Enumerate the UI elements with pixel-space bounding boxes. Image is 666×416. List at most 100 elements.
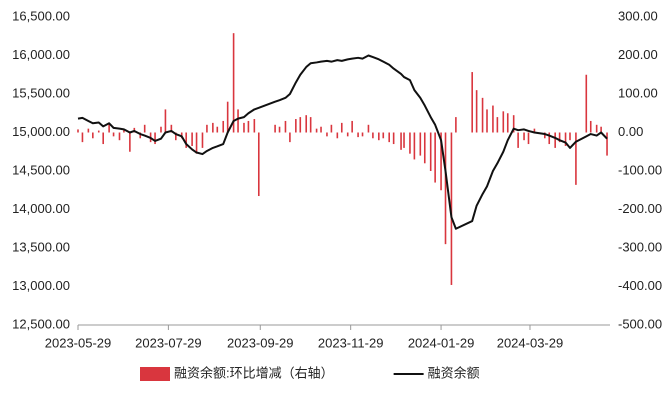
bar xyxy=(423,132,426,164)
bar xyxy=(548,132,551,145)
bar xyxy=(455,117,457,133)
y-tick-label: 13,000.00 xyxy=(12,278,70,293)
bar xyxy=(471,72,473,133)
bar xyxy=(143,124,146,133)
bar xyxy=(554,132,556,148)
bar xyxy=(492,105,494,133)
bar xyxy=(527,132,530,145)
bar xyxy=(413,132,416,160)
bar xyxy=(346,132,349,137)
y-tick-label: 16,000.00 xyxy=(12,47,70,62)
bar xyxy=(336,132,339,139)
bar xyxy=(533,128,536,133)
bar xyxy=(378,132,380,141)
bar xyxy=(475,90,478,133)
bar xyxy=(284,120,287,133)
bar xyxy=(351,120,353,133)
y2-tick-label: 300.00 xyxy=(618,8,658,23)
y2-tick-label: 100.00 xyxy=(618,85,658,100)
bar xyxy=(388,132,390,143)
x-tick-label: 2023-05-29 xyxy=(45,335,112,350)
bar xyxy=(434,132,436,183)
y2-tick-label: 0.00 xyxy=(618,124,643,139)
bar xyxy=(419,132,422,156)
bar xyxy=(320,126,322,133)
bar xyxy=(481,97,484,133)
bar xyxy=(257,132,260,197)
bar xyxy=(226,101,229,133)
bar xyxy=(340,122,343,133)
bar xyxy=(589,120,592,133)
bar xyxy=(309,117,312,133)
bar xyxy=(506,113,509,133)
bar xyxy=(81,132,84,143)
legend-label: 融资余额 xyxy=(428,365,480,380)
bar xyxy=(191,132,193,146)
bar xyxy=(392,132,395,145)
bar xyxy=(278,126,281,133)
bar xyxy=(523,132,525,141)
y2-tick-label: -500.00 xyxy=(618,316,662,331)
bar xyxy=(575,132,577,185)
bar xyxy=(123,129,125,133)
bar xyxy=(382,132,385,139)
bar xyxy=(357,132,359,138)
bar xyxy=(112,132,115,137)
bar xyxy=(440,132,442,191)
bar xyxy=(243,122,245,133)
bar xyxy=(216,126,219,133)
bar xyxy=(164,109,167,133)
bar xyxy=(361,132,364,137)
bar xyxy=(496,117,499,133)
bar xyxy=(305,115,308,133)
bar xyxy=(543,132,546,139)
bar xyxy=(367,124,370,133)
y-tick-label: 14,500.00 xyxy=(12,162,70,177)
bar xyxy=(315,128,318,133)
bar xyxy=(102,132,104,145)
x-tick-label: 2023-09-29 xyxy=(227,335,294,350)
bar xyxy=(409,132,411,154)
bar xyxy=(201,132,204,148)
bar xyxy=(330,124,333,133)
x-tick-label: 2023-11-29 xyxy=(318,335,384,350)
bar xyxy=(92,132,94,139)
y2-tick-label: 200.00 xyxy=(618,47,658,62)
bar xyxy=(253,119,256,133)
bar xyxy=(595,124,598,133)
bar xyxy=(512,115,515,133)
bar xyxy=(502,111,505,133)
bar xyxy=(237,109,239,133)
x-tick-label: 2024-03-29 xyxy=(497,335,564,350)
bar xyxy=(600,126,602,133)
bar xyxy=(564,132,567,146)
bar xyxy=(606,132,608,156)
y2-tick-label: -400.00 xyxy=(618,278,662,293)
bar xyxy=(206,124,208,133)
bar xyxy=(289,132,291,143)
bar xyxy=(486,109,488,133)
y-tick-label: 15,500.00 xyxy=(12,85,70,100)
bar xyxy=(372,132,374,139)
y2-tick-label: -100.00 xyxy=(618,162,662,177)
bar xyxy=(175,132,177,141)
bar xyxy=(450,132,453,285)
bar xyxy=(400,132,402,150)
bar xyxy=(558,132,561,143)
bar xyxy=(517,132,519,148)
bar xyxy=(108,122,110,133)
bar xyxy=(212,122,214,133)
y-tick-label: 12,500.00 xyxy=(12,316,70,331)
legend-swatch xyxy=(140,367,170,381)
legend-label: 融资余额:环比增减（右轴） xyxy=(174,365,334,380)
bar xyxy=(170,124,173,133)
x-tick-label: 2024-01-29 xyxy=(408,335,475,350)
bar xyxy=(403,132,405,148)
bar xyxy=(232,33,235,133)
bar xyxy=(326,132,328,137)
bar xyxy=(222,120,225,133)
y-tick-label: 13,500.00 xyxy=(12,239,70,254)
y-tick-label: 14,000.00 xyxy=(12,201,70,216)
bar xyxy=(160,126,162,133)
